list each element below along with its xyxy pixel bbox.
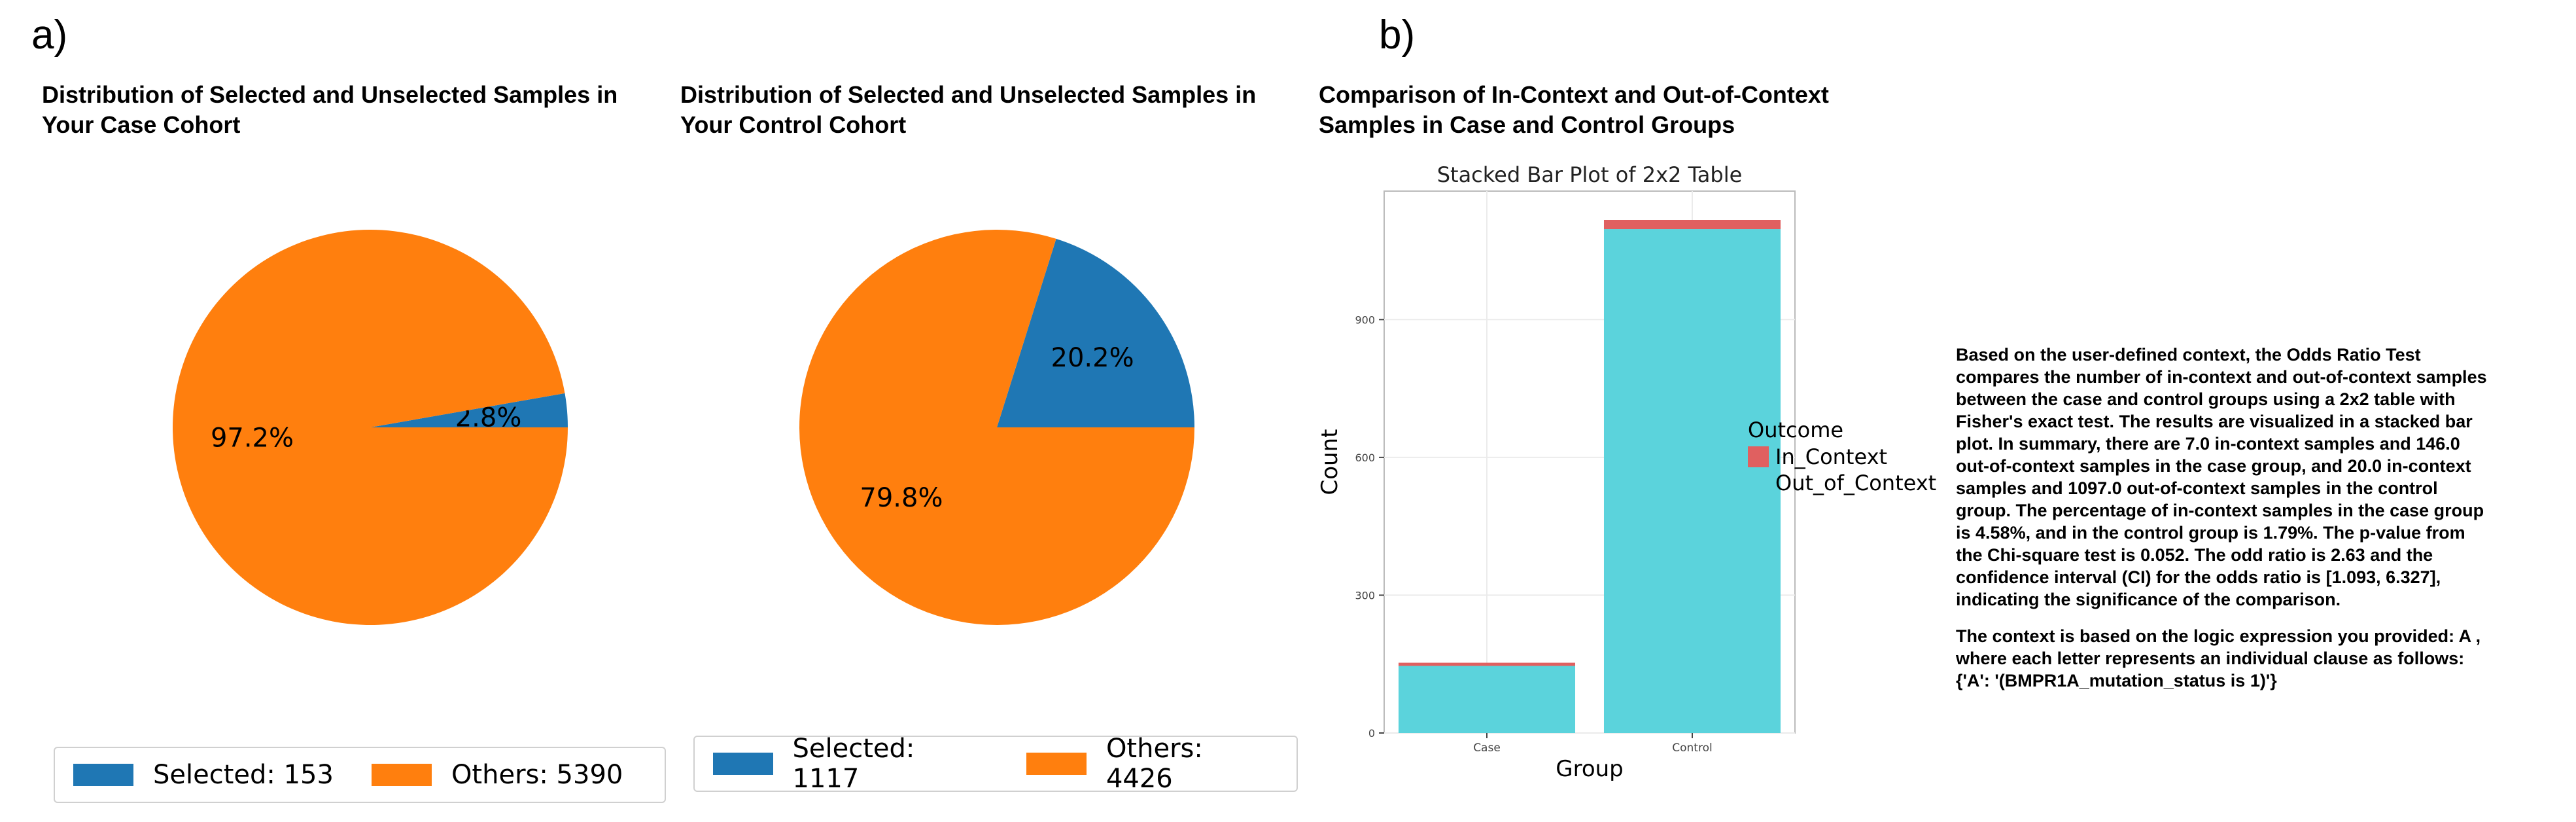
case-legend-label-selected: Selected: 153 (153, 760, 334, 790)
control-legend-item-selected: Selected: 1117 (713, 734, 988, 794)
control-legend-item-others: Others: 4426 (1026, 734, 1277, 794)
case-legend-swatch-others (371, 764, 432, 786)
control-legend-label-selected: Selected: 1117 (792, 734, 915, 794)
x-tick-label-case: Case (1473, 742, 1501, 755)
case-pie-title-line-1: Distribution of Selected and Unselected … (42, 81, 618, 108)
stacked-bar-panel-title: Comparison of In-Context and Out-of-Cont… (1319, 80, 1829, 140)
control-pie-title: Distribution of Selected and Unselected … (680, 80, 1256, 140)
legend-swatch-in-context (1748, 446, 1769, 467)
case-pie-legend: Selected: 153 Others: 5390 (54, 747, 666, 803)
case-legend-item-selected: Selected: 153 (73, 760, 334, 790)
case-pie-percent-label-others: 97.2% (211, 423, 294, 454)
stacked-bar-panel-title-line-2: Samples in Case and Control Groups (1319, 111, 1735, 138)
summary-line-2: compares the number of in-context and ou… (1956, 367, 2487, 387)
summary-line-7: samples and 1097.0 out-of-context sample… (1956, 478, 2438, 498)
control-pie-slice-others (799, 230, 1194, 626)
y-tick-label-300: 300 (1355, 589, 1375, 601)
summary-paragraph: Based on the user-defined context, the O… (1956, 344, 2571, 611)
case-pie-slice-others (173, 230, 568, 626)
summary-line-5: plot. In summary, there are 7.0 in-conte… (1956, 434, 2460, 454)
y-tick-label-0: 0 (1368, 727, 1375, 740)
case-pie-slice-selected (370, 393, 568, 427)
summary-line-6: out-of-context samples in the case group… (1956, 456, 2471, 476)
panel-b-label: b) (1379, 12, 1416, 58)
bar-case-out-of-context (1398, 666, 1576, 733)
summary-line-11: confidence interval (CI) for the odds ra… (1956, 567, 2441, 587)
control-pie-slice-selected (997, 238, 1194, 427)
case-pie-title: Distribution of Selected and Unselected … (42, 80, 618, 140)
y-tick-label-900: 900 (1355, 313, 1375, 326)
control-pie-title-line-2: Your Control Cohort (680, 111, 907, 138)
legend-label-out-of-context: Out_of_Context (1775, 471, 1936, 495)
summary-text: Based on the user-defined context, the O… (1956, 344, 2571, 692)
summary-line-1: Based on the user-defined context, the O… (1956, 345, 2421, 365)
legend-title: Outcome (1748, 418, 1843, 442)
context-line-2: where each letter represents an individu… (1956, 649, 2465, 668)
legend-label-in-context: In_Context (1775, 444, 1887, 469)
case-pie-title-line-2: Your Case Cohort (42, 111, 241, 138)
control-legend-swatch-others (1026, 753, 1087, 775)
panel-a-label: a) (31, 12, 68, 58)
summary-line-4: Fisher's exact test. The results are vis… (1956, 412, 2473, 431)
case-legend-swatch-selected (73, 764, 133, 786)
context-line-1: The context is based on the logic expres… (1956, 626, 2481, 646)
bar-control-in-context (1603, 220, 1781, 230)
context-line-3: {'A': '(BMPR1A_mutation_status is 1)'} (1956, 671, 2277, 690)
summary-line-10: the Chi-square test is 0.052. The odd ra… (1956, 545, 2433, 565)
summary-line-8: group. The percentage of in-context samp… (1956, 501, 2484, 520)
x-axis-label: Group (1556, 756, 1624, 782)
summary-line-3: between the case and control groups usin… (1956, 389, 2456, 409)
x-tick-label-control: Control (1672, 742, 1712, 755)
case-legend-label-others: Others: 5390 (451, 760, 623, 790)
control-pie-percent-label-selected: 20.2% (1051, 343, 1134, 373)
control-legend-label-others: Others: 4426 (1105, 734, 1203, 794)
y-axis-label: Count (1317, 429, 1343, 495)
case-legend-item-others: Others: 5390 (371, 760, 623, 790)
context-paragraph: The context is based on the logic expres… (1956, 625, 2571, 692)
stacked-bar-title: Stacked Bar Plot of 2x2 Table (1437, 162, 1743, 187)
control-pie-title-line-1: Distribution of Selected and Unselected … (680, 81, 1257, 108)
bar-case-in-context (1398, 662, 1576, 666)
summary-line-9: is 4.58%, and in the control group is 1.… (1956, 523, 2465, 543)
legend-swatch-out-of-context (1748, 473, 1769, 493)
control-pie-legend: Selected: 1117 Others: 4426 (693, 734, 1298, 794)
summary-line-12: indicating the significance of the compa… (1956, 590, 2341, 609)
control-legend-swatch-selected (713, 753, 773, 775)
stacked-bar-panel-title-line-1: Comparison of In-Context and Out-of-Cont… (1319, 81, 1829, 108)
y-tick-label-600: 600 (1355, 452, 1375, 464)
control-pie-percent-label-others: 79.8% (860, 483, 943, 513)
